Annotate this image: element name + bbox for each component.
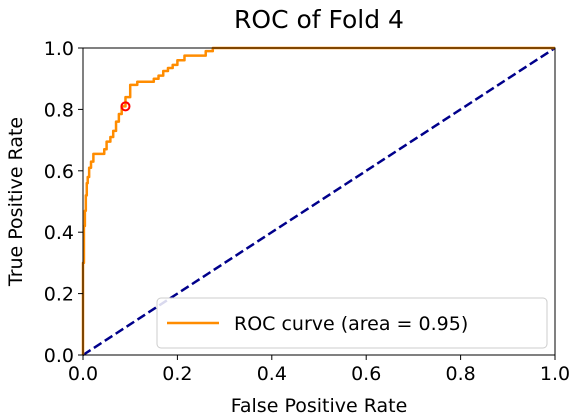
x-tick-label: 0.6	[351, 363, 381, 385]
legend: ROC curve (area = 0.95)	[156, 297, 548, 349]
legend-box	[156, 297, 548, 349]
x-tick-label: 0.0	[68, 363, 98, 385]
x-tick-label: 0.8	[445, 363, 475, 385]
chart-title: ROC of Fold 4	[234, 5, 404, 34]
y-axis-label: True Positive Rate	[5, 117, 27, 287]
y-tick-label: 1.0	[44, 38, 74, 60]
y-tick-label: 0.8	[44, 99, 74, 121]
x-tick-label: 1.0	[540, 363, 570, 385]
axis-ticks: 0.0 0.2 0.4 0.6 0.8 1.0 0.0 0.2 0.4 0.6 0.8 1.0	[44, 38, 570, 385]
x-tick-label: 0.4	[257, 363, 287, 385]
roc-curve-line	[81, 46, 555, 355]
x-tick-label: 0.2	[162, 363, 192, 385]
y-tick-label: 0.2	[44, 284, 74, 306]
y-tick-label: 0.0	[44, 345, 74, 367]
y-tick-label: 0.4	[44, 222, 74, 244]
threshold-marker	[120, 101, 131, 112]
legend-label: ROC curve (area = 0.95)	[234, 313, 468, 335]
y-tick-label: 0.6	[44, 161, 74, 183]
x-axis-label: False Positive Rate	[231, 395, 408, 416]
axes-frame	[82, 47, 556, 356]
